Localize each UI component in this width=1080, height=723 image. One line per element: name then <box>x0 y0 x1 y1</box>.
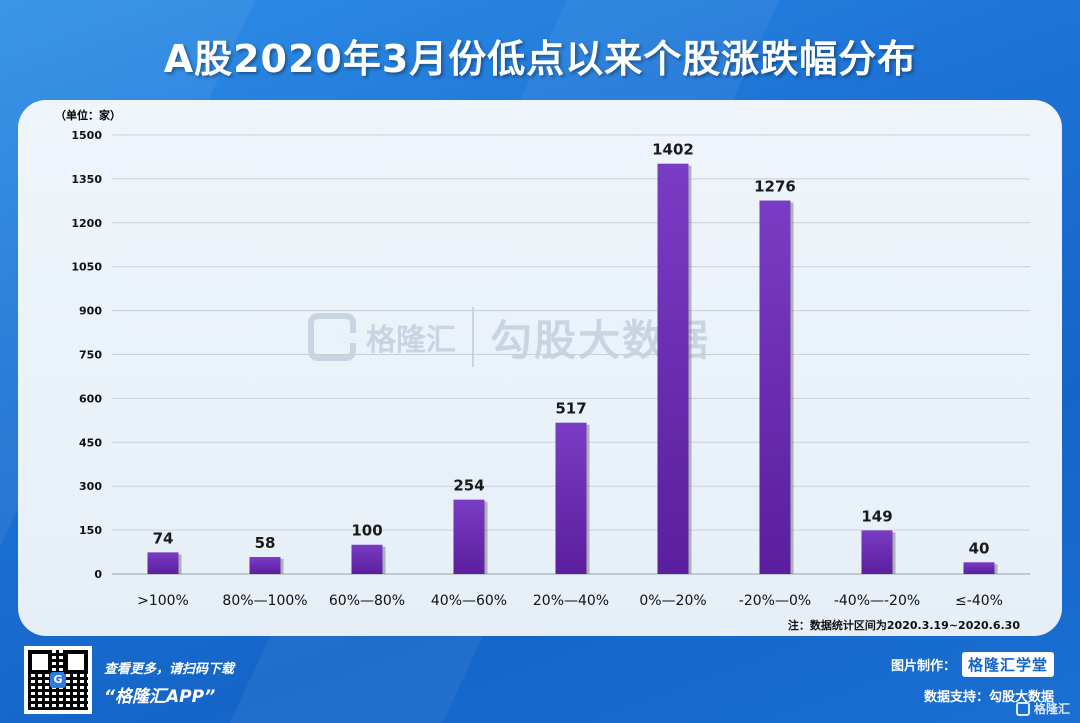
y-tick-label: 900 <box>79 305 102 318</box>
y-tick-label: 150 <box>79 524 102 537</box>
bar <box>657 163 689 574</box>
watermark-brand: 格隆汇 <box>366 323 456 358</box>
data-label: 58 <box>255 534 276 552</box>
qr-pattern: G <box>28 650 88 710</box>
data-label: 254 <box>453 477 484 495</box>
y-tick-label: 1050 <box>71 261 102 274</box>
x-tick-label: >100% <box>137 593 189 609</box>
x-tick-label: 60%—80% <box>329 593 405 609</box>
x-tick-label: ≤-40% <box>955 593 1003 609</box>
x-tick-label: -40%—-20% <box>834 593 920 609</box>
x-tick-label: 20%—40% <box>533 593 609 609</box>
qr-center-logo: G <box>50 672 66 688</box>
y-tick-label: 1350 <box>71 173 102 186</box>
promo-line-1: 查看更多，请扫码下载 <box>104 662 235 677</box>
y-tick-label: 0 <box>94 568 102 581</box>
qr-code[interactable]: G <box>24 646 92 714</box>
x-tick-label: 40%—60% <box>431 593 507 609</box>
y-tick-label: 300 <box>79 480 102 493</box>
made-by-brand-badge: 格隆汇学堂 <box>961 652 1054 677</box>
bar <box>249 557 281 574</box>
bar <box>453 499 485 574</box>
data-support: 数据支持：勾股大数据 <box>923 690 1054 705</box>
data-label: 40 <box>969 539 990 557</box>
bar <box>861 530 893 574</box>
made-by: 图片制作： 格隆汇学堂 <box>891 652 1054 677</box>
corner-watermark: 格隆汇 <box>1015 700 1070 717</box>
x-tick-label: 80%—100% <box>222 593 307 609</box>
bar <box>555 422 587 574</box>
y-axis-unit-label: （单位：家） <box>55 109 121 122</box>
bar <box>759 200 791 575</box>
promo-line-2: “格隆汇APP” <box>104 687 216 707</box>
y-tick-label: 600 <box>79 392 102 405</box>
y-tick-label: 750 <box>79 349 102 362</box>
data-label: 149 <box>861 507 892 525</box>
data-label: 1402 <box>652 141 694 159</box>
x-tick-label: 0%—20% <box>639 593 706 609</box>
data-label: 1276 <box>754 178 796 196</box>
corner-brand: 格隆汇 <box>1033 702 1070 716</box>
made-by-label: 图片制作： <box>890 659 956 674</box>
y-tick-label: 1500 <box>71 129 102 142</box>
bar <box>351 544 383 574</box>
bar <box>147 552 179 574</box>
y-tick-label: 450 <box>79 436 102 449</box>
gelonghui-corner-icon <box>1015 701 1030 716</box>
data-range-note: 注：数据统计区间为2020.3.19~2020.6.30 <box>787 619 1020 632</box>
chart-title: A股2020年3月份低点以来个股涨跌幅分布 <box>163 37 917 81</box>
y-tick-label: 1200 <box>71 217 102 230</box>
bar <box>963 562 995 574</box>
data-label: 517 <box>555 400 586 418</box>
x-tick-label: -20%—0% <box>739 593 811 609</box>
gelonghui-logo-icon <box>308 313 356 361</box>
data-label: 100 <box>351 522 382 540</box>
data-label: 74 <box>153 529 174 547</box>
watermark-divider <box>472 307 474 367</box>
